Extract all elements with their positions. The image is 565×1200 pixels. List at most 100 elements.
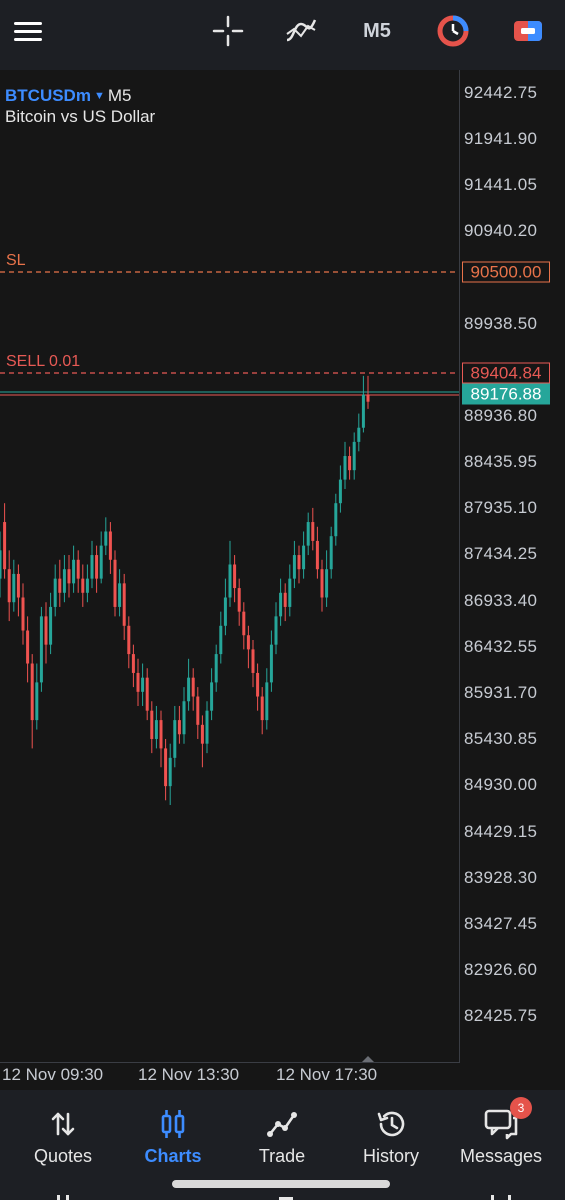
nav-messages[interactable]: Messages [446,1100,556,1170]
candle-body [361,394,365,428]
nav-quotes[interactable]: Quotes [8,1100,118,1170]
candle-body [145,677,149,711]
candle-body [159,720,163,749]
candle-body [113,559,117,607]
candle-body [187,677,191,702]
candle-body [200,724,204,744]
symbol-caret-icon[interactable]: ▼ [93,90,105,102]
candle-body [3,522,7,570]
price-axis-label: 89938.50 [464,314,538,333]
candle-body [338,479,342,504]
candle-body [196,696,200,725]
candle-body [104,531,108,546]
candle-body [58,578,62,593]
nav-charts[interactable]: Charts [118,1100,228,1170]
sell-order-label[interactable]: SELL 0.01 [6,353,81,370]
candle-body [283,592,287,607]
candle-body [127,625,131,655]
candles-group [0,375,370,805]
candle-body [141,677,145,692]
candle-body [311,522,315,541]
nav-label: Trade [258,1146,306,1166]
symbol-header[interactable]: BTCUSDm ▼ M5 [5,86,131,106]
nav-history[interactable]: History [336,1100,446,1170]
candle-body [205,710,209,744]
candle-body [108,531,112,560]
candle-body [242,611,246,636]
history-icon [375,1106,407,1142]
bid-price-tag: 89176.88 [462,383,550,405]
hamburger-icon[interactable] [12,10,44,52]
nav-trade[interactable]: Trade [227,1100,337,1170]
candle-body [320,569,324,598]
time-axis-label: 12 Nov 17:30 [276,1065,378,1084]
candle-body [154,720,158,739]
candle-body [274,616,278,645]
trade-icon[interactable] [510,10,546,52]
candle-body [302,545,306,570]
price-axis-label: 87935.10 [464,498,538,517]
candle-body [182,701,186,735]
candle-body [352,441,356,471]
candle-body [26,630,30,664]
scroll-end-icon[interactable] [362,1056,374,1062]
quotes-icon [49,1106,77,1142]
candle-body [16,573,20,598]
candle-body [269,644,273,683]
nav-label: History [362,1146,419,1166]
candle-body [131,654,135,673]
price-axis-label: 83928.30 [464,868,538,887]
clock-icon[interactable] [435,10,471,52]
candle-body [288,578,292,607]
indicators-icon[interactable] [283,10,319,52]
sell-price-tag[interactable]: 89404.84 [462,362,550,384]
crosshair-icon[interactable] [210,10,246,52]
timeframe-button[interactable]: M5 [363,19,391,42]
candle-body [118,583,122,607]
candle-body [7,569,11,603]
nav-label: Messages [459,1146,543,1166]
home-indicator[interactable] [172,1180,390,1188]
candle-body [233,564,237,589]
candle-body [214,654,218,683]
candle-body [67,569,71,584]
candle-body [30,663,34,721]
candle-body [348,456,352,471]
price-axis-label: 91941.90 [464,129,538,148]
candle-body [76,559,80,579]
candle-body [85,578,89,593]
candle-body [21,597,25,631]
candle-body [62,569,66,593]
price-axis-label: 82425.75 [464,1006,538,1025]
candle-body [191,677,195,697]
messages-badge: 3 [510,1097,532,1119]
price-axis-label: 86933.40 [464,591,538,610]
candle-body [81,578,85,593]
candle-body [260,696,264,721]
symbol-name[interactable]: BTCUSDm [5,86,91,105]
nav-label: Quotes [33,1146,93,1166]
price-axis-label: 88435.95 [464,452,538,471]
candle-body [256,672,260,697]
price-axis-label: 85430.85 [464,729,538,748]
candle-body [136,672,140,692]
time-axis-label: 12 Nov 13:30 [138,1065,240,1084]
candle-body [177,720,181,735]
candle-body [12,573,16,603]
price-axis-label: 84429.15 [464,822,538,841]
candlestick-chart[interactable] [0,70,565,1090]
candle-body [366,394,370,402]
sl-price-tag[interactable]: 90500.00 [462,261,550,283]
sl-label: SL [6,252,26,269]
candle-body [315,540,319,570]
candle-body [246,635,250,650]
candle-body [292,555,296,579]
candle-body [357,427,361,442]
price-axis-label: 87434.25 [464,544,538,563]
price-axis-label: 86432.55 [464,637,538,656]
candle-body [72,559,76,584]
chart-area[interactable] [0,70,565,1090]
candle-body [306,522,310,546]
candle-body [329,536,333,570]
candle-body [343,456,347,480]
